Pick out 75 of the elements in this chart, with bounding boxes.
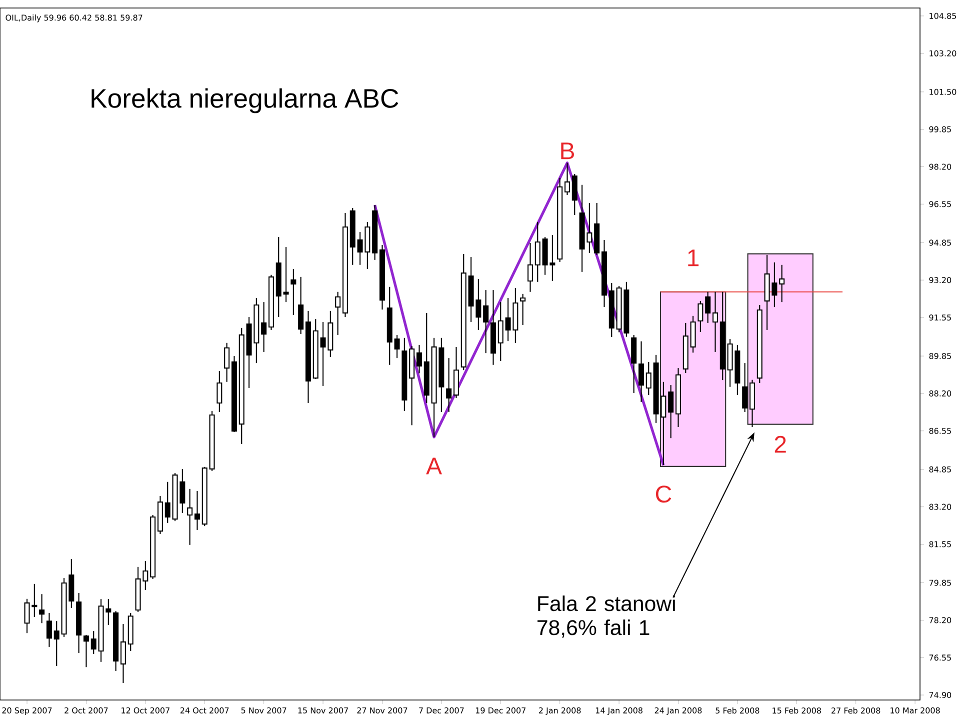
y-tick-label: 94.85 [929,240,951,246]
y-tick-label: 74.90 [929,692,952,698]
x-tick-label: 15 Nov 2007 [298,707,348,714]
x-tick-label: 19 Dec 2007 [476,707,526,714]
annotation: C [656,486,672,503]
y-tick-label: 99.85 [929,126,951,132]
x-tick-label: 24 Jan 2008 [654,707,702,715]
candlestick [216,370,222,413]
text: Korekta nieregularna ABC [92,88,398,114]
candlestick [120,624,126,684]
candlestick [498,302,504,362]
candlestick [668,384,674,439]
candlestick [164,481,170,524]
candlestick [483,290,489,354]
y-tick-label: 79.85 [929,580,951,586]
candlestick [187,488,193,546]
candlestick [520,293,526,326]
x-tick-label: 20 Sep 2007 [2,707,52,715]
candlestick [564,162,570,196]
annotation: Fala 2 stanowi 78,6% fali 1 [538,596,675,638]
candlestick [742,362,748,413]
candlestick [446,358,452,413]
candlestick [698,300,704,333]
candlestick [261,302,267,352]
candlestick [283,246,289,303]
y-tick-label: 81.55 [929,541,951,548]
candlestick [779,264,785,303]
y-tick-label: 83.20 [929,504,952,510]
y-tick-label: 86.55 [929,428,951,434]
y-tick-label: 101.50 [930,88,956,95]
y-tick-label: 88.20 [929,390,952,396]
candlestick [46,612,52,648]
candlestick [394,334,400,359]
x-tick-label: 5 Nov 2007 [241,707,286,714]
candlestick [646,361,652,396]
x-tick-label: 2 Oct 2007 [64,707,108,714]
x-tick-label: 2 Jan 2008 [538,707,581,715]
annotation: B [561,142,574,160]
candlestick [224,342,230,382]
x-tick-label: 14 Jan 2008 [596,707,642,715]
y-tick-label: 78.20 [929,617,952,624]
y-tick-label: 89.85 [929,353,951,360]
x-tick-label: 5 Feb 2008 [716,707,760,714]
x-tick-label: 27 Feb 2008 [832,707,880,714]
candlestick [534,222,540,282]
x-tick-label: 12 Oct 2007 [122,707,170,714]
y-tick-label: 96.55 [929,201,951,208]
x-tick-label: 27 Nov 2007 [357,707,408,714]
candlestick [335,291,341,336]
candlestick [712,291,718,352]
candlestick [290,268,296,316]
annotation: 2 [774,436,786,453]
y-tick-label: 91.55 [929,314,951,321]
candlestick [54,620,60,667]
candlestick [39,594,45,624]
candlestick [705,291,711,324]
candlestick [90,630,96,655]
y-tick-label: 84.85 [929,466,951,472]
x-tick-label: 7 Dec 2007 [419,707,464,714]
x-tick-label: 10 Mar 2008 [890,707,940,714]
candlestick [527,242,533,292]
y-tick-label: 104.85 [930,12,956,19]
y-tick-label: 93.20 [929,277,952,284]
y-tick-label: 76.55 [929,654,951,661]
annotation: A [426,458,442,474]
candlestick [83,634,89,668]
y-tick-label: 98.20 [929,164,952,170]
x-tick-label: 15 Feb 2008 [772,707,821,714]
candlestick [638,340,644,403]
annotation: 1 [688,250,699,266]
annotation: OIL,Daily 59.96 60.42 58.81 59.87 [6,14,142,22]
y-tick-label: 103.20 [930,50,956,56]
candlestick [194,490,200,530]
candlestick [416,344,422,374]
x-tick-label: 24 Oct 2007 [180,707,229,714]
